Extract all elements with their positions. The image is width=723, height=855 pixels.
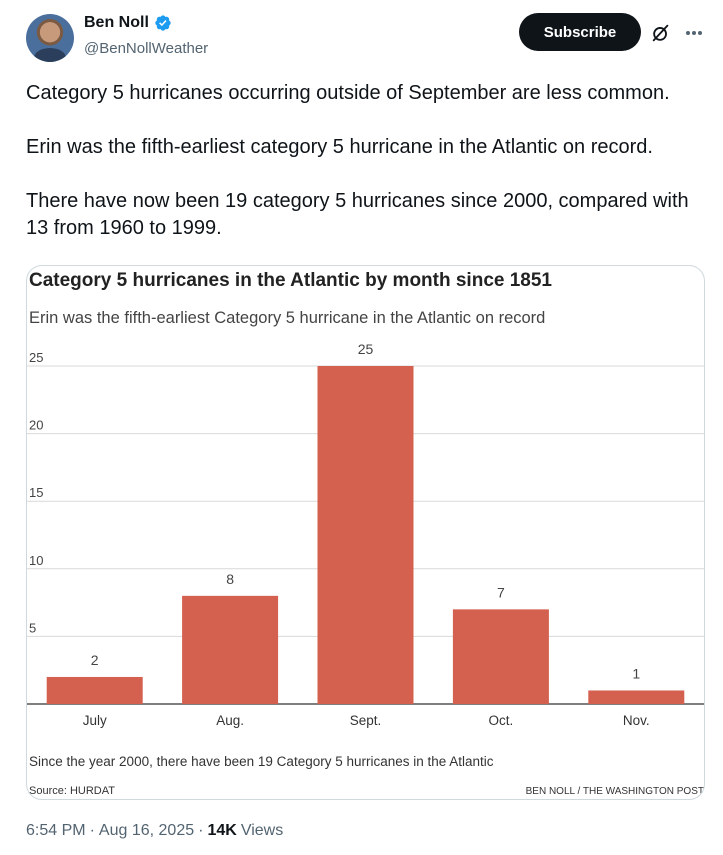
bar-oct [452,609,549,704]
y-tick-label: 5 [29,620,36,635]
bar-aug [182,595,279,704]
author-handle[interactable]: @BenNollWeather [84,40,209,57]
subscribe-button[interactable]: Subscribe [519,13,641,51]
y-tick-label: 25 [29,350,43,365]
verified-badge-icon [155,15,171,31]
bar-july [46,676,143,704]
tweet-date[interactable]: Aug 16, 2025 [98,822,195,839]
meta-separator: · [198,822,204,839]
chart-title: Category 5 hurricanes in the Atlantic by… [29,270,552,291]
data-label: 7 [497,584,505,600]
avatar[interactable] [26,14,74,62]
data-label: 1 [632,665,640,681]
y-tick-label: 10 [29,553,43,568]
data-label: 8 [226,571,234,587]
bar-nov [588,690,685,704]
bar-sept [317,366,414,704]
chart-source: Source: HURDAT [29,785,115,797]
y-tick-label: 15 [29,485,43,500]
bar-chart: Category 5 hurricanes in the Atlantic by… [27,270,704,797]
author-name-row: Ben Noll [84,14,172,32]
chart-subtitle: Erin was the fifth-earliest Category 5 h… [29,309,545,327]
tweet-time[interactable]: 6:54 PM [26,822,86,839]
tweet-paragraph: Erin was the fifth-earliest category 5 h… [26,136,653,158]
x-tick-label: Aug. [216,713,244,728]
bars [46,366,685,704]
more-dots-icon[interactable] [683,22,705,44]
views-label: Views [240,822,284,839]
x-tick-label: Sept. [350,713,382,728]
tweet-meta: 6:54 PM · Aug 16, 2025 · 14K Views [26,822,283,840]
x-tick-label: Oct. [489,713,514,728]
grok-slash-icon[interactable] [650,22,672,44]
data-label: 25 [358,341,374,357]
meta-separator: · [89,822,95,839]
chart-note: Since the year 2000, there have been 19 … [29,754,494,769]
x-tick-label: Nov. [623,713,650,728]
views-count: 14K [207,822,237,839]
tweet-paragraph: There have now been 19 category 5 hurric… [26,190,689,239]
author-name[interactable]: Ben Noll [84,14,149,31]
x-tick-label: July [83,713,107,728]
chart-credit: BEN NOLL / THE WASHINGTON POST [526,786,704,797]
data-label: 2 [91,652,99,668]
tweet-paragraph: Category 5 hurricanes occurring outside … [26,82,670,104]
data-labels: 2 8 25 7 1 [91,341,641,681]
tweet-text: Category 5 hurricanes occurring outside … [26,80,706,242]
chart-image-card[interactable]: Category 5 hurricanes in the Atlantic by… [26,265,705,800]
y-tick-label: 20 [29,418,43,433]
x-tick-labels: July Aug. Sept. Oct. Nov. [83,713,650,728]
